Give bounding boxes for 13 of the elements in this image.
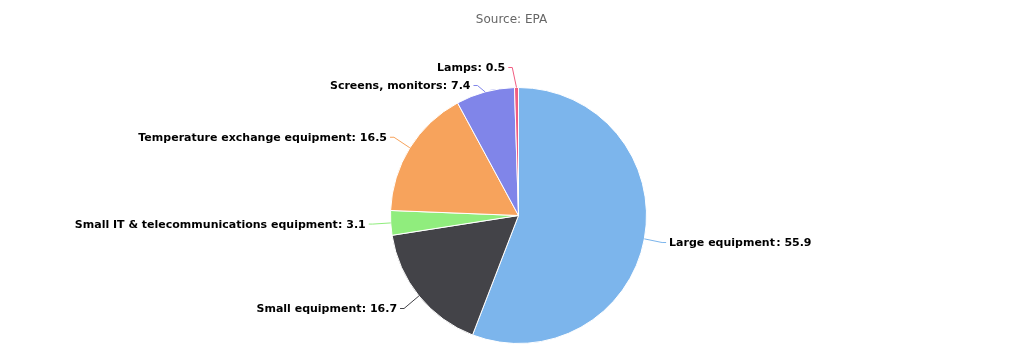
data-label: : 16.7 [361,302,398,315]
slice-label: Temperature exchange equipment [138,130,352,144]
data-label: : 16.5 [351,130,387,144]
data-label: : 55.9 [776,236,812,250]
slice-label: Lamps [437,61,478,75]
data-label: : 7.4 [442,79,471,93]
source-note: Source: EPA [475,11,548,26]
data-label: : 0.5 [477,61,506,75]
slice-label: Small IT & telecommunications equipment [74,217,338,231]
slice-label: Small equipment [256,302,362,315]
slice-label: Screens, monitors [329,79,443,93]
data-label: : 3.1 [338,217,366,231]
slice-label: Large equipment [669,236,775,250]
